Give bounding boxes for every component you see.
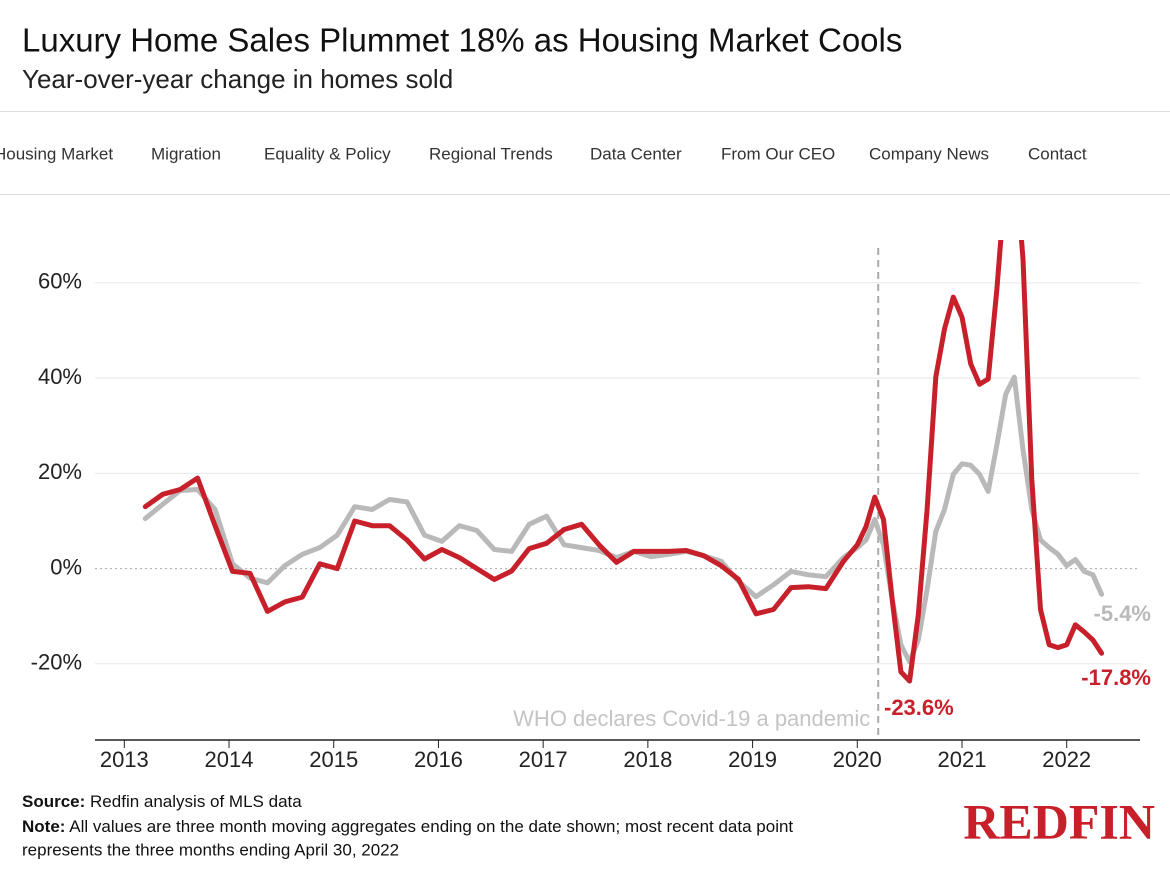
source-text: Redfin analysis of MLS data [90,792,302,811]
x-tick-label: 2015 [309,747,358,772]
y-tick-label: 40% [38,364,82,389]
event-label: WHO declares Covid-19 a pandemic [513,706,870,731]
note-cont: represents the three months ending April… [22,840,399,859]
nav-item[interactable]: Housing Market [0,144,113,163]
x-tick-label: 2022 [1042,747,1091,772]
subtitle: Year-over-year change in homes sold [22,64,453,94]
x-tick-label: 2018 [623,747,672,772]
x-tick-label: 2017 [519,747,568,772]
nav-item[interactable]: Contact [1028,144,1087,163]
nav-item[interactable]: Regional Trends [429,144,553,163]
y-tick-label: 20% [38,459,82,484]
x-tick-label: 2014 [205,747,254,772]
title: Luxury Home Sales Plummet 18% as Housing… [22,22,902,59]
x-tick-label: 2016 [414,747,463,772]
nav-item[interactable]: Data Center [590,144,682,163]
nav-item[interactable]: Migration [151,144,221,163]
note: Note: All values are three month moving … [22,817,793,836]
annotation: -17.8% [1081,665,1151,690]
nav: Housing Market Migration Equality & Policy… [0,144,1087,163]
x-tick-label: 2019 [728,747,777,772]
x-tick-label: 2013 [100,747,149,772]
source-label: Source: [22,792,85,811]
annotation: -5.4% [1094,601,1151,626]
chart: -20% 0% 20% 40% 60% 2013 2014 2015 2016 2017 2018 2… [31,240,1151,772]
note-text: All values are three month moving aggreg… [69,817,793,836]
x-tick-label: 2020 [833,747,882,772]
note-label: Note: [22,817,65,836]
nav-item[interactable]: Company News [869,144,989,163]
logo: REDFIN [963,793,1155,849]
series-line [142,240,1105,684]
x-tick-label: 2021 [938,747,987,772]
y-tick-label: 0% [50,554,82,579]
series-line [142,374,1105,665]
source: Source: Redfin analysis of MLS data [22,792,302,811]
y-tick-label: 60% [38,269,82,294]
nav-item[interactable]: From Our CEO [721,144,835,163]
y-tick-label: -20% [31,650,82,675]
annotation: -23.6% [884,695,954,720]
nav-item[interactable]: Equality & Policy [264,144,391,163]
